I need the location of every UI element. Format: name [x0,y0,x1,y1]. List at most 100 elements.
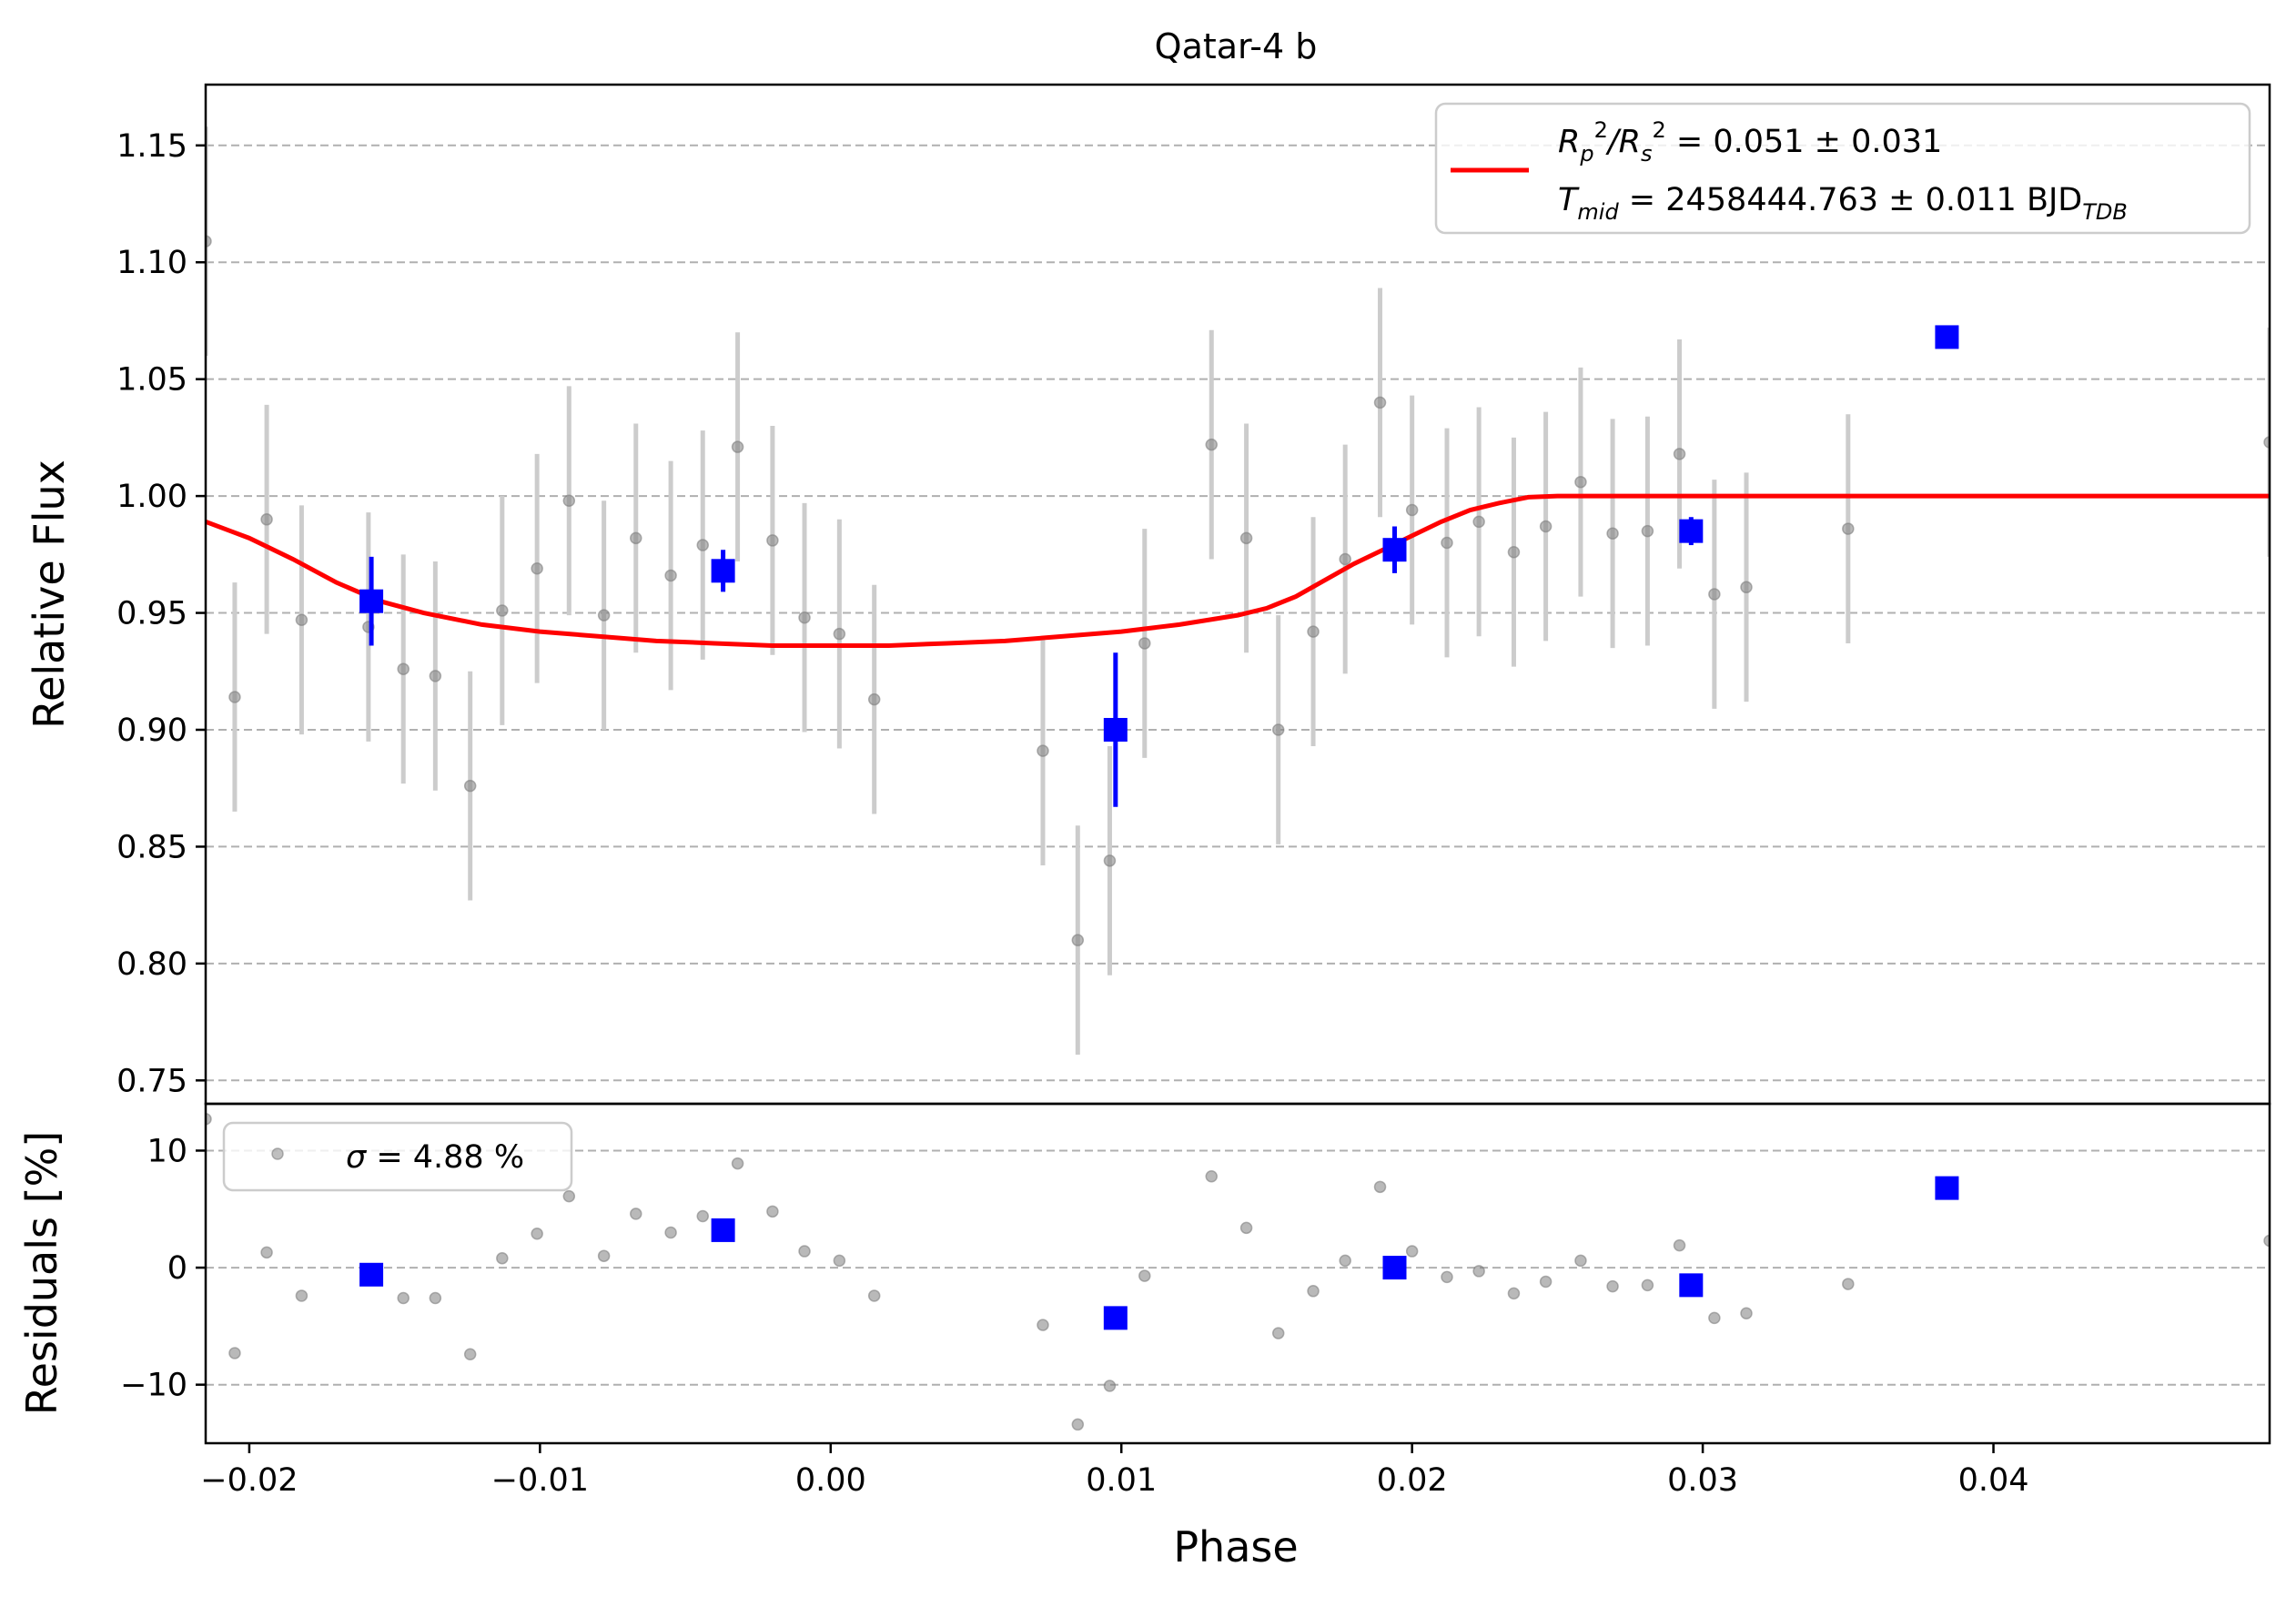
flux-raw-point [1574,475,1587,489]
flux-raw-point [1239,531,1253,545]
flux-y-tick-label: 0.95 [116,596,187,632]
flux-y-tick-label: 0.90 [116,713,187,749]
flux-legend: Rp2/Rs2 = 0.051 ± 0.031 Tmid = 2458444.7… [1434,102,2251,235]
flux-y-ticks: 0.75 0.80 0.85 0.90 0.95 1.00 1.05 1.10 1.15 [116,128,206,1099]
flux-y-axis-label: Relative Flux [25,460,74,729]
residual-raw-point [1708,1311,1721,1325]
residuals-y-tick-label: −10 [120,1368,187,1404]
flux-raw-point [1441,536,1453,550]
flux-raw-point [1539,520,1553,533]
flux-raw-point [1103,854,1117,867]
flux-raw-point [1071,934,1085,946]
flux-raw-point [1708,588,1721,601]
residual-raw-point [429,1291,442,1305]
flux-raw-point [531,561,543,575]
residual-raw-point [1271,1327,1285,1339]
residual-raw-point [531,1228,543,1240]
residual-raw-point [397,1291,410,1305]
flux-raw-point [1138,637,1151,650]
flux-raw-point [1307,625,1320,638]
residual-raw-point [1138,1269,1151,1282]
residual-raw-point [463,1348,477,1360]
residual-raw-point [1405,1245,1419,1258]
residual-binned-point [711,1218,735,1242]
residual-raw-point [1539,1275,1553,1289]
flux-y-tick-label: 1.05 [116,362,187,399]
residual-raw-point [1673,1238,1686,1252]
x-axis-ticks: −0.02 −0.01 0.00 0.01 0.02 0.03 0.04 [200,1443,2029,1499]
residual-raw-point [1037,1319,1049,1331]
flux-raw-point [1405,503,1419,517]
residual-binned-point [359,1262,384,1287]
residual-raw-point [1071,1418,1085,1431]
flux-raw-point [731,440,744,453]
residual-raw-point [1205,1169,1219,1183]
residual-raw-point [295,1289,308,1302]
flux-legend-box [1434,102,2251,235]
flux-raw-point [867,692,881,706]
residual-raw-point [630,1208,642,1220]
residual-raw-point [1507,1287,1521,1300]
flux-raw-point [630,531,642,545]
x-tick-label: 0.02 [1377,1462,1448,1499]
residuals-legend-box [222,1121,573,1192]
residual-raw-point [798,1245,811,1258]
flux-binned-point [1382,538,1407,562]
residual-raw-point [867,1289,881,1302]
legend-radius-ratio-text: Rp2/Rs2 = 0.051 ± 0.031 [1558,117,1942,167]
residual-raw-point [206,1112,212,1126]
chart-title: Qatar-4 b [1155,26,1318,66]
residuals-panel: −10 0 10 Residuals [%] σ = 4.88 % [17,1102,2271,1445]
legend-residual-marker [271,1147,284,1160]
transit-model-line [206,493,2270,649]
flux-raw-point [206,235,212,248]
flux-y-tick-label: 0.80 [116,946,187,983]
residual-raw-point [731,1157,744,1170]
flux-raw-point [429,670,442,682]
residual-raw-point [766,1205,779,1218]
residual-raw-point [228,1347,241,1359]
flux-y-tick-label: 1.10 [116,245,187,281]
residual-raw-point [1239,1221,1253,1235]
flux-raw-point [562,494,576,507]
residual-binned-point [1935,1176,1959,1200]
residual-raw-point [1574,1254,1587,1268]
flux-y-tick-label: 0.75 [116,1063,187,1099]
residuals-binned-points [359,1176,1959,1330]
residuals-raw-points [206,1112,2270,1431]
flux-raw-point [463,779,477,793]
residual-raw-point [597,1249,611,1262]
legend-sigma-text: σ = 4.88 % [346,1139,524,1176]
flux-raw-point [2263,436,2270,449]
flux-raw-point [397,662,410,675]
residuals-y-axis-label: Residuals [%] [17,1131,66,1415]
residual-raw-point [1842,1278,1855,1290]
x-tick-label: 0.01 [1086,1462,1157,1499]
flux-raw-point [664,569,677,582]
residual-raw-point [1606,1279,1619,1293]
flux-raw-point [1472,515,1485,529]
flux-raw-point [1037,744,1049,757]
residuals-legend: σ = 4.88 % [222,1121,573,1192]
residual-raw-point [260,1246,273,1259]
flux-raw-point [696,539,709,551]
flux-y-tick-label: 0.85 [116,829,187,865]
flux-binned-point [711,559,735,583]
flux-binned-point [359,589,384,613]
flux-raw-point [1205,438,1219,451]
flux-y-tick-label: 1.15 [116,128,187,165]
flux-raw-point [798,611,811,624]
residual-raw-point [1441,1270,1453,1284]
flux-raw-point [228,691,241,703]
x-tick-label: −0.01 [491,1462,589,1499]
residual-raw-point [1103,1380,1117,1392]
residual-binned-point [1679,1273,1704,1298]
flux-raw-point [1271,723,1285,736]
residual-raw-point [696,1209,709,1223]
flux-raw-point [295,613,308,627]
x-tick-label: −0.02 [200,1462,298,1499]
residual-raw-point [1740,1307,1753,1319]
flux-binned-point [1679,519,1704,543]
